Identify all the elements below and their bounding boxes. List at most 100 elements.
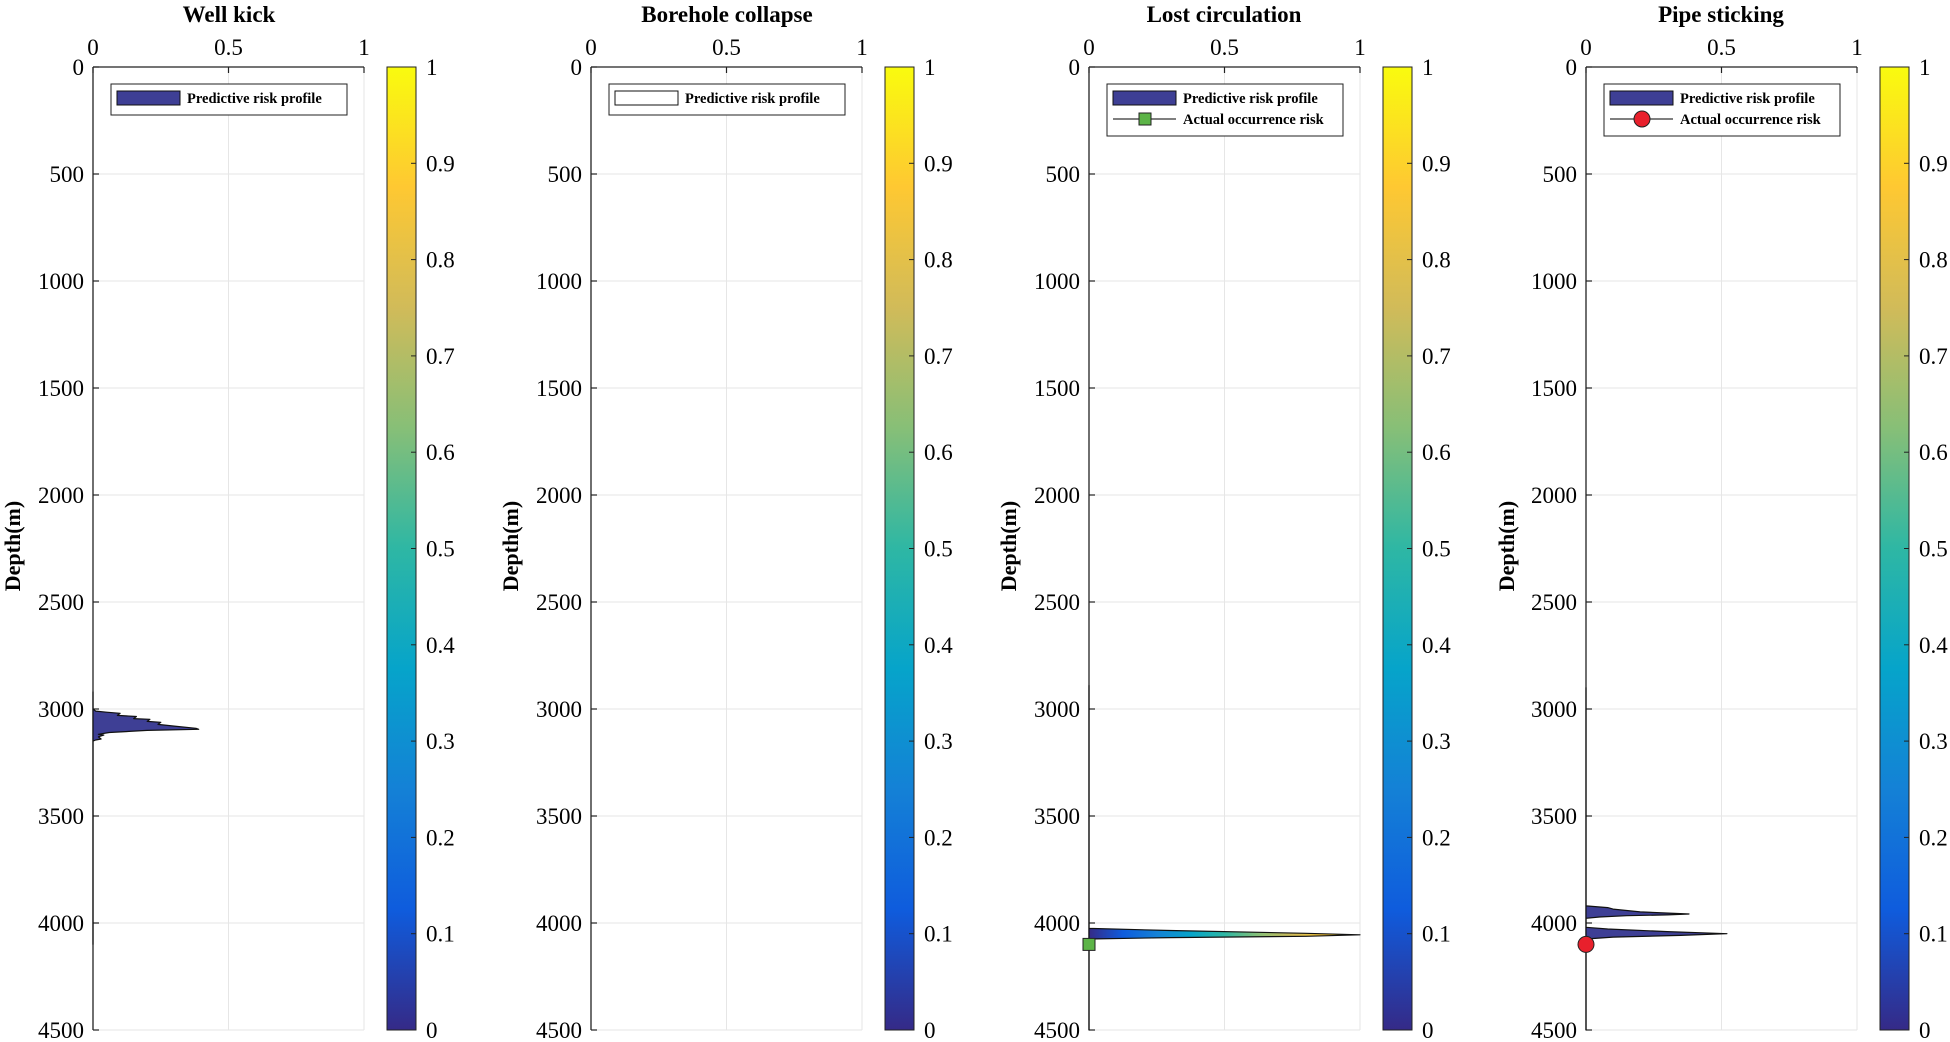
x-tick-label: 0.5 xyxy=(1210,35,1239,60)
panel-lost-circulation: Lost circulation Depth(m) 0 0.5 1 0 500 1000 1… xyxy=(996,2,1451,1042)
y-tick-label: 4000 xyxy=(38,911,84,936)
actual-occurrence-marker xyxy=(1082,937,1096,951)
panel-pipe-sticking: Pipe sticking Depth(m) 0 0.5 1 0 500 1000 1500… xyxy=(1494,2,1948,1042)
x-tick-label: 0.5 xyxy=(214,35,243,60)
x-tick-label: 1 xyxy=(1851,35,1863,60)
colorbar-tick-label: 0.8 xyxy=(924,248,953,273)
colorbar-tick-label: 0.9 xyxy=(1919,151,1948,176)
colorbar-tick-label: 0.5 xyxy=(1422,537,1451,562)
colorbar-tick-label: 0.3 xyxy=(426,729,455,754)
colorbar-tick-label: 0.4 xyxy=(426,633,455,658)
y-tick-label: 1500 xyxy=(1034,376,1080,401)
colorbar-tick-label: 0.7 xyxy=(924,344,953,369)
panel-title: Borehole collapse xyxy=(641,2,812,27)
y-tick-label: 2000 xyxy=(1034,483,1080,508)
y-tick-label: 3500 xyxy=(1034,804,1080,829)
y-tick-label: 4500 xyxy=(536,1018,582,1042)
actual-occurrence-marker xyxy=(1577,935,1595,953)
legend-label: Actual occurrence risk xyxy=(1183,112,1325,128)
y-tick-label: 4500 xyxy=(38,1018,84,1042)
y-axis-label: Depth(m) xyxy=(996,501,1021,591)
colorbar-tick-label: 0.5 xyxy=(1919,537,1948,562)
colorbar-tick-label: 0.1 xyxy=(924,922,953,947)
y-tick-label: 3000 xyxy=(1531,697,1577,722)
legend-label: Predictive risk profile xyxy=(1680,91,1815,107)
y-tick-label: 0 xyxy=(1566,55,1578,80)
legend-swatch-profile xyxy=(614,90,679,106)
colorbar-tick-label: 0.6 xyxy=(1422,440,1451,465)
legend-swatch-profile xyxy=(116,90,181,106)
y-tick-label: 3000 xyxy=(38,697,84,722)
colorbar-tick-label: 0.5 xyxy=(924,537,953,562)
x-tick-label: 0 xyxy=(87,35,99,60)
colorbar-tick-label: 0.3 xyxy=(1919,729,1948,754)
panel-title: Lost circulation xyxy=(1147,2,1302,27)
colorbar-tick-label: 0 xyxy=(1422,1018,1434,1042)
colorbar-tick-label: 0.2 xyxy=(1919,825,1948,850)
colorbar-tick-label: 1 xyxy=(1422,55,1434,80)
legend-swatch-profile xyxy=(1609,90,1674,106)
plot-area: 0 0.5 1 0 500 1000 1500 2000 2500 3000 3500 4000 450… xyxy=(38,35,455,1042)
x-tick-label: 0.5 xyxy=(712,35,741,60)
y-tick-label: 2500 xyxy=(38,590,84,615)
colorbar-tick-label: 1 xyxy=(1919,55,1931,80)
colorbar-tick-label: 0.8 xyxy=(1422,248,1451,273)
colorbar-tick-label: 0.4 xyxy=(1919,633,1948,658)
legend-label: Predictive risk profile xyxy=(187,91,322,107)
y-tick-label: 500 xyxy=(1046,162,1081,187)
plot-area: 0 0.5 1 0 500 1000 1500 2000 2500 3000 3500 4000 450… xyxy=(1034,35,1451,1042)
colorbar-tick-label: 0.7 xyxy=(426,344,455,369)
y-tick-label: 500 xyxy=(548,162,583,187)
y-tick-label: 0 xyxy=(571,55,583,80)
y-tick-label: 500 xyxy=(50,162,85,187)
y-tick-label: 4000 xyxy=(536,911,582,936)
colorbar-tick-label: 0 xyxy=(1919,1018,1931,1042)
colorbar-tick-label: 0.3 xyxy=(1422,729,1451,754)
y-tick-label: 500 xyxy=(1543,162,1578,187)
y-tick-label: 0 xyxy=(1069,55,1081,80)
y-tick-label: 2000 xyxy=(1531,483,1577,508)
colorbar-tick-label: 0.8 xyxy=(1919,248,1948,273)
colorbar-tick-label: 0.5 xyxy=(426,537,455,562)
y-tick-label: 2000 xyxy=(536,483,582,508)
colorbar-tick-label: 0.9 xyxy=(924,151,953,176)
y-tick-label: 1500 xyxy=(1531,376,1577,401)
colorbar-tick-label: 0.2 xyxy=(924,825,953,850)
y-tick-label: 2500 xyxy=(536,590,582,615)
x-tick-label: 1 xyxy=(358,35,370,60)
colorbar-tick-label: 1 xyxy=(426,55,438,80)
y-tick-label: 2500 xyxy=(1531,590,1577,615)
y-axis-label: Depth(m) xyxy=(0,501,25,591)
colorbar-tick-label: 0.6 xyxy=(1919,440,1948,465)
y-tick-label: 1000 xyxy=(1034,269,1080,294)
x-tick-label: 0 xyxy=(1580,35,1592,60)
y-tick-label: 3500 xyxy=(38,804,84,829)
y-tick-label: 4500 xyxy=(1034,1018,1080,1042)
risk-profile-area xyxy=(1585,687,1728,1031)
y-tick-label: 2500 xyxy=(1034,590,1080,615)
colorbar-tick-label: 0.9 xyxy=(426,151,455,176)
legend-label: Predictive risk profile xyxy=(685,91,820,107)
plot-area: 0 0.5 1 0 500 1000 1500 2000 2500 3000 3500 4000 450… xyxy=(536,35,953,1042)
colorbar-tick-label: 0.4 xyxy=(1422,633,1451,658)
legend-swatch-marker xyxy=(1633,110,1651,128)
colorbar-tick-label: 0.4 xyxy=(924,633,953,658)
colorbar-tick-label: 0.1 xyxy=(1422,922,1451,947)
risk-profile-area xyxy=(1088,684,1361,1031)
y-tick-label: 2000 xyxy=(38,483,84,508)
x-tick-label: 0.5 xyxy=(1707,35,1736,60)
panel-borehole-collapse: Borehole collapse Depth(m) 0 0.5 1 0 500 1000… xyxy=(498,2,953,1042)
y-tick-label: 1000 xyxy=(1531,269,1577,294)
panel-well-kick: Well kick Depth(m) 0 0.5 1 0 500 1000 1500 2000… xyxy=(0,2,455,1042)
y-tick-label: 1000 xyxy=(536,269,582,294)
panel-title: Well kick xyxy=(183,2,276,27)
colorbar-tick-label: 0.9 xyxy=(1422,151,1451,176)
legend-swatch-marker xyxy=(1138,112,1152,126)
colorbar-tick-label: 0 xyxy=(426,1018,438,1042)
colorbar-tick-label: 0.1 xyxy=(426,922,455,947)
colorbar-tick-label: 0.3 xyxy=(924,729,953,754)
y-tick-label: 3500 xyxy=(1531,804,1577,829)
y-tick-label: 3500 xyxy=(536,804,582,829)
colorbar-tick-label: 0.7 xyxy=(1919,344,1948,369)
